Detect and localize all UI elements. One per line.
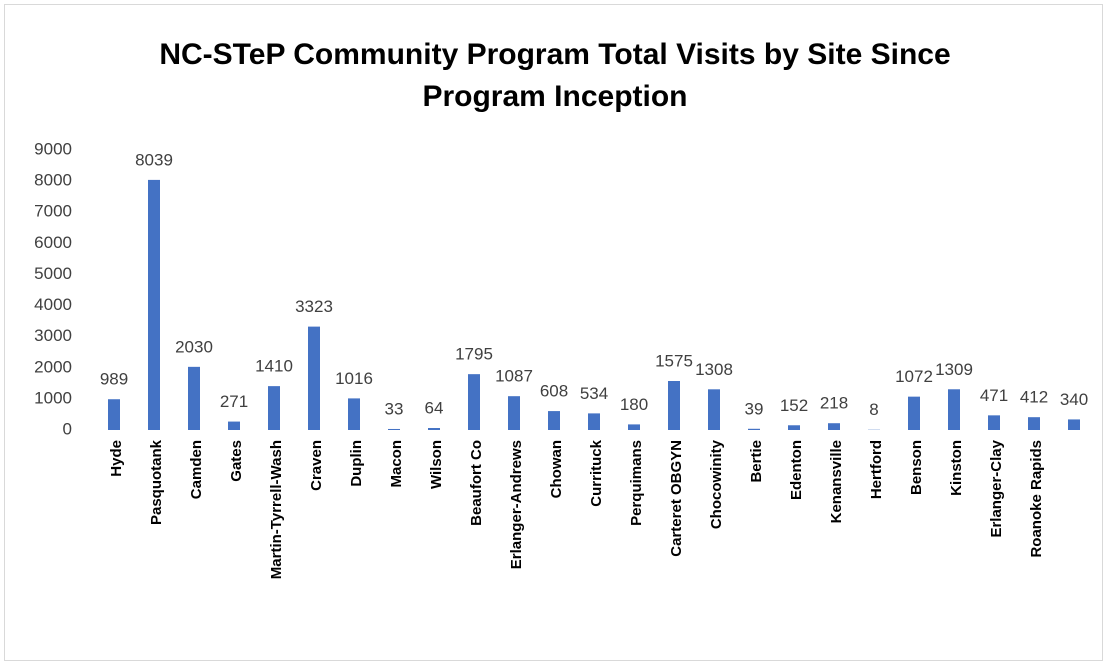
data-label: 412 (1020, 388, 1048, 407)
x-tick-label: Hyde (108, 440, 125, 477)
data-label: 39 (745, 399, 764, 418)
bar (268, 386, 280, 430)
y-tick-label: 5000 (34, 264, 72, 283)
x-tick-label: Erlanger-Clay (988, 439, 1005, 537)
x-tick-label: Kinston (948, 440, 965, 496)
chart-title: NC-STeP Community Program Total Visits b… (159, 38, 951, 113)
bar (708, 389, 720, 430)
bar (348, 398, 360, 430)
data-label: 989 (100, 370, 128, 389)
x-tick-label: Edenton (788, 440, 805, 500)
bar (428, 428, 440, 430)
x-tick-label: Gates (228, 440, 245, 482)
data-label: 1410 (255, 357, 293, 376)
data-label: 180 (620, 395, 648, 414)
x-tick-label: Benson (908, 440, 925, 495)
x-tick-label: Macon (388, 440, 405, 488)
bar (148, 179, 160, 430)
x-tick-label: Beaufort Co (468, 440, 485, 526)
y-tick-label: 1000 (34, 388, 72, 407)
x-tick-label: Kenansville (828, 440, 845, 523)
bar (828, 423, 840, 430)
y-tick-label: 4000 (34, 295, 72, 314)
x-tick-label: Perquimans (628, 440, 645, 526)
x-tick-label: Chocowinity (708, 439, 725, 529)
bar (788, 425, 800, 430)
y-tick-label: 9000 (34, 139, 72, 158)
data-label: 1087 (495, 367, 533, 386)
y-tick-label: 0 (63, 419, 72, 438)
x-tick-label: Martin-Tyrrell-Wash (268, 440, 285, 579)
data-label: 271 (220, 392, 248, 411)
x-tick-label: Hertford (868, 440, 885, 499)
data-label: 1795 (455, 345, 493, 364)
data-label: 33 (385, 399, 404, 418)
data-label: 1575 (655, 351, 693, 370)
data-label: 1016 (335, 369, 373, 388)
y-tick-label: 3000 (34, 326, 72, 345)
data-label: 1072 (895, 367, 933, 386)
data-label: 608 (540, 382, 568, 401)
x-tick-label: Pasquotank (148, 439, 165, 525)
x-tick-label: Chowan (548, 440, 565, 498)
x-tick-label: Erlanger-Andrews (508, 440, 525, 569)
data-label: 2030 (175, 337, 213, 356)
bar (308, 326, 320, 430)
y-tick-label: 2000 (34, 357, 72, 376)
data-label: 471 (980, 386, 1008, 405)
x-tick-label: Craven (308, 440, 325, 491)
bar (948, 389, 960, 430)
data-label: 1309 (935, 360, 973, 379)
bar (508, 396, 520, 430)
chart-frame (4, 4, 1103, 661)
bar (108, 399, 120, 430)
x-tick-label: Wilson (428, 440, 445, 489)
bar (388, 428, 400, 430)
bar (1068, 419, 1080, 430)
x-tick-label: Carteret OBGYN (668, 440, 685, 557)
data-label: 340 (1060, 390, 1088, 409)
data-label: 64 (425, 398, 444, 417)
data-label: 218 (820, 394, 848, 413)
x-tick-label: Roanoke Rapids (1028, 440, 1045, 558)
data-label: 1308 (695, 360, 733, 379)
data-label: 534 (580, 384, 608, 403)
x-tick-label: Currituck (588, 439, 605, 506)
bar (668, 381, 680, 430)
bar (588, 413, 600, 430)
bar (468, 374, 480, 430)
x-tick-label: Bertie (748, 440, 765, 483)
bar (908, 396, 920, 430)
bar (748, 428, 760, 430)
bar (988, 415, 1000, 430)
x-tick-label: Camden (188, 440, 205, 499)
data-label: 152 (780, 396, 808, 415)
bar (228, 421, 240, 430)
bar (628, 424, 640, 430)
y-tick-label: 6000 (34, 233, 72, 252)
data-label: 8039 (135, 150, 173, 169)
data-label: 8 (869, 400, 878, 419)
y-tick-label: 7000 (34, 202, 72, 221)
data-label: 3323 (295, 297, 333, 316)
bar (1028, 417, 1040, 430)
bar (548, 411, 560, 430)
x-tick-label: Duplin (348, 440, 365, 487)
y-tick-label: 8000 (34, 171, 72, 190)
bar (188, 366, 200, 430)
